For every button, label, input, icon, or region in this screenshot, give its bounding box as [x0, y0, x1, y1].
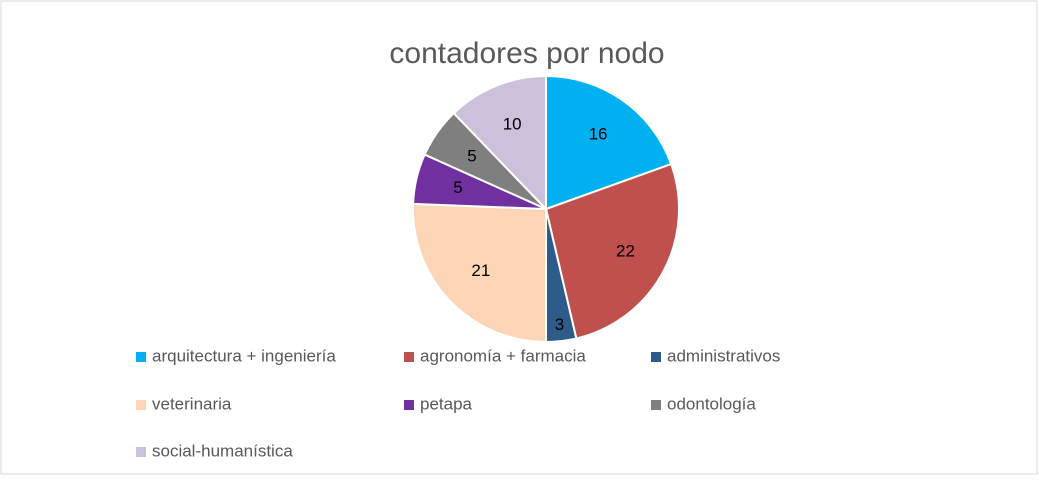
legend-label: odontología: [667, 394, 756, 413]
legend-label: arquitectura + ingeniería: [152, 346, 336, 365]
data-label: 5: [467, 146, 476, 165]
legend-swatch: [404, 352, 414, 362]
legend-swatch: [651, 400, 661, 410]
data-label: 21: [471, 261, 490, 280]
data-label: 22: [616, 242, 635, 261]
legend-swatch: [136, 400, 146, 410]
legend-label: petapa: [420, 394, 473, 413]
pie-slice: [544, 162, 680, 340]
legend-label: agronomía + farmacia: [420, 346, 586, 365]
legend-swatch: [404, 400, 414, 410]
legend-swatch: [136, 447, 146, 457]
data-label: 3: [555, 315, 564, 334]
data-label: 10: [503, 115, 522, 134]
legend-label: administrativos: [667, 346, 780, 365]
legend-swatch: [136, 352, 146, 362]
data-label: 16: [589, 125, 608, 144]
legend-label: social-humanística: [152, 441, 293, 460]
legend-label: veterinaria: [152, 394, 232, 413]
pie-slice: [452, 74, 547, 212]
legend-swatch: [651, 352, 661, 362]
pie-slice: [545, 74, 673, 211]
chart-title: contadores por nodo: [389, 37, 664, 70]
pie-slice: [412, 202, 547, 344]
data-label: 5: [453, 178, 462, 197]
